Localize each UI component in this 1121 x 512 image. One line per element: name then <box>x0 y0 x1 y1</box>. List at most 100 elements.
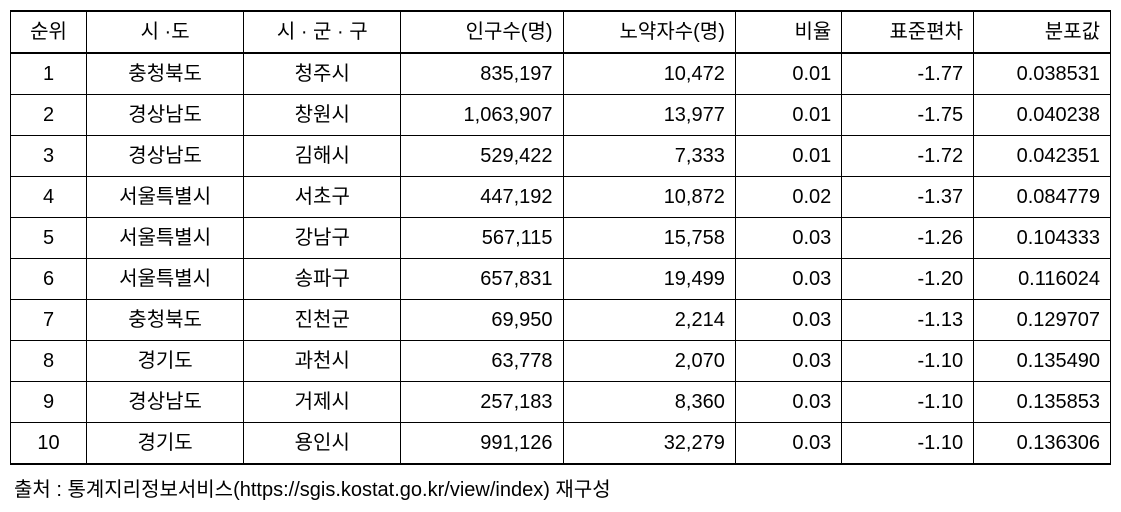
cell-stddev: -1.20 <box>842 259 974 300</box>
table-row: 5서울특별시강남구567,11515,7580.03-1.260.104333 <box>11 218 1111 259</box>
table-row: 8경기도과천시63,7782,0700.03-1.100.135490 <box>11 341 1111 382</box>
col-header-rank: 순위 <box>11 11 87 53</box>
cell-population: 63,778 <box>401 341 563 382</box>
cell-dist: 0.042351 <box>974 136 1111 177</box>
col-header-elderly: 노약자수(명) <box>563 11 735 53</box>
table-row: 1충청북도청주시835,19710,4720.01-1.770.038531 <box>11 53 1111 95</box>
col-header-sido: 시 ·도 <box>87 11 244 53</box>
elderly-population-table: 순위시 ·도시 · 군 · 구인구수(명)노약자수(명)비율표준편차분포값 1충… <box>10 10 1111 465</box>
cell-stddev: -1.13 <box>842 300 974 341</box>
cell-ratio: 0.01 <box>735 95 841 136</box>
cell-ratio: 0.01 <box>735 136 841 177</box>
cell-rank: 2 <box>11 95 87 136</box>
cell-dist: 0.135490 <box>974 341 1111 382</box>
cell-ratio: 0.03 <box>735 300 841 341</box>
cell-dist: 0.135853 <box>974 382 1111 423</box>
cell-elderly: 32,279 <box>563 423 735 465</box>
cell-sigungu: 청주시 <box>244 53 401 95</box>
cell-ratio: 0.03 <box>735 218 841 259</box>
cell-sido: 서울특별시 <box>87 177 244 218</box>
cell-elderly: 19,499 <box>563 259 735 300</box>
cell-stddev: -1.10 <box>842 341 974 382</box>
cell-dist: 0.040238 <box>974 95 1111 136</box>
cell-rank: 1 <box>11 53 87 95</box>
table-row: 7충청북도진천군69,9502,2140.03-1.130.129707 <box>11 300 1111 341</box>
table-row: 3경상남도김해시529,4227,3330.01-1.720.042351 <box>11 136 1111 177</box>
cell-elderly: 15,758 <box>563 218 735 259</box>
cell-sido: 충청북도 <box>87 53 244 95</box>
cell-population: 69,950 <box>401 300 563 341</box>
cell-sigungu: 과천시 <box>244 341 401 382</box>
cell-rank: 5 <box>11 218 87 259</box>
col-header-ratio: 비율 <box>735 11 841 53</box>
cell-population: 835,197 <box>401 53 563 95</box>
cell-ratio: 0.03 <box>735 382 841 423</box>
cell-population: 567,115 <box>401 218 563 259</box>
cell-ratio: 0.03 <box>735 423 841 465</box>
cell-stddev: -1.72 <box>842 136 974 177</box>
cell-rank: 9 <box>11 382 87 423</box>
cell-population: 257,183 <box>401 382 563 423</box>
table-header: 순위시 ·도시 · 군 · 구인구수(명)노약자수(명)비율표준편차분포값 <box>11 11 1111 53</box>
cell-rank: 10 <box>11 423 87 465</box>
cell-ratio: 0.03 <box>735 259 841 300</box>
cell-rank: 8 <box>11 341 87 382</box>
cell-sido: 경상남도 <box>87 136 244 177</box>
cell-sido: 경기도 <box>87 423 244 465</box>
cell-sigungu: 김해시 <box>244 136 401 177</box>
cell-population: 657,831 <box>401 259 563 300</box>
col-header-dist: 분포값 <box>974 11 1111 53</box>
table-row: 4서울특별시서초구447,19210,8720.02-1.370.084779 <box>11 177 1111 218</box>
col-header-population: 인구수(명) <box>401 11 563 53</box>
cell-elderly: 2,070 <box>563 341 735 382</box>
table-row: 6서울특별시송파구657,83119,4990.03-1.200.116024 <box>11 259 1111 300</box>
cell-population: 1,063,907 <box>401 95 563 136</box>
cell-sido: 서울특별시 <box>87 218 244 259</box>
source-note: 출처 : 통계지리정보서비스(https://sgis.kostat.go.kr… <box>10 473 1111 502</box>
cell-rank: 6 <box>11 259 87 300</box>
cell-sigungu: 용인시 <box>244 423 401 465</box>
cell-stddev: -1.37 <box>842 177 974 218</box>
cell-rank: 7 <box>11 300 87 341</box>
table-row: 2경상남도창원시1,063,90713,9770.01-1.750.040238 <box>11 95 1111 136</box>
cell-elderly: 8,360 <box>563 382 735 423</box>
cell-dist: 0.136306 <box>974 423 1111 465</box>
cell-sido: 경기도 <box>87 341 244 382</box>
cell-ratio: 0.01 <box>735 53 841 95</box>
col-header-sigungu: 시 · 군 · 구 <box>244 11 401 53</box>
cell-ratio: 0.03 <box>735 341 841 382</box>
cell-rank: 3 <box>11 136 87 177</box>
cell-ratio: 0.02 <box>735 177 841 218</box>
cell-stddev: -1.77 <box>842 53 974 95</box>
cell-elderly: 7,333 <box>563 136 735 177</box>
cell-sido: 경상남도 <box>87 95 244 136</box>
table-row: 9경상남도거제시257,1838,3600.03-1.100.135853 <box>11 382 1111 423</box>
table-header-row: 순위시 ·도시 · 군 · 구인구수(명)노약자수(명)비율표준편차분포값 <box>11 11 1111 53</box>
cell-population: 447,192 <box>401 177 563 218</box>
cell-sigungu: 거제시 <box>244 382 401 423</box>
cell-sigungu: 서초구 <box>244 177 401 218</box>
cell-rank: 4 <box>11 177 87 218</box>
cell-dist: 0.038531 <box>974 53 1111 95</box>
cell-elderly: 10,872 <box>563 177 735 218</box>
cell-sido: 충청북도 <box>87 300 244 341</box>
cell-stddev: -1.26 <box>842 218 974 259</box>
cell-population: 991,126 <box>401 423 563 465</box>
cell-stddev: -1.75 <box>842 95 974 136</box>
cell-sido: 서울특별시 <box>87 259 244 300</box>
cell-elderly: 13,977 <box>563 95 735 136</box>
table-body: 1충청북도청주시835,19710,4720.01-1.770.0385312경… <box>11 53 1111 464</box>
cell-dist: 0.116024 <box>974 259 1111 300</box>
cell-dist: 0.104333 <box>974 218 1111 259</box>
cell-dist: 0.084779 <box>974 177 1111 218</box>
cell-dist: 0.129707 <box>974 300 1111 341</box>
cell-sigungu: 강남구 <box>244 218 401 259</box>
cell-elderly: 10,472 <box>563 53 735 95</box>
cell-sigungu: 송파구 <box>244 259 401 300</box>
cell-sigungu: 창원시 <box>244 95 401 136</box>
cell-sigungu: 진천군 <box>244 300 401 341</box>
table-row: 10경기도용인시991,12632,2790.03-1.100.136306 <box>11 423 1111 465</box>
cell-stddev: -1.10 <box>842 382 974 423</box>
cell-sido: 경상남도 <box>87 382 244 423</box>
cell-population: 529,422 <box>401 136 563 177</box>
